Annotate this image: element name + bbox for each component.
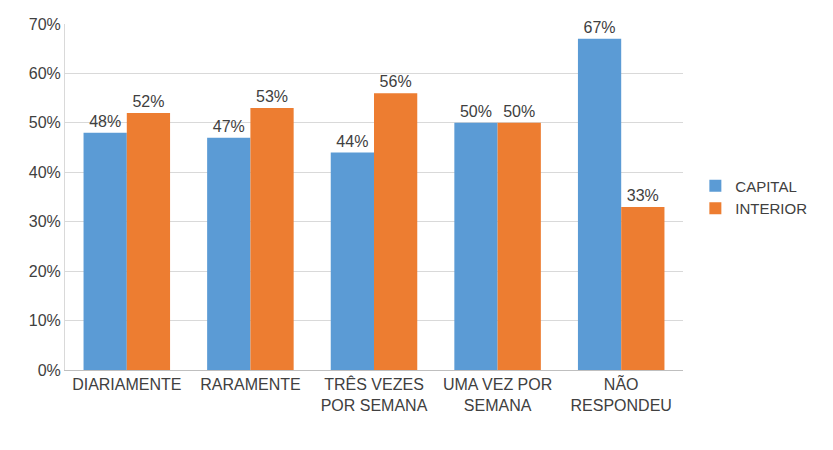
svg-text:52%: 52% — [132, 93, 164, 110]
svg-text:RARAMENTE: RARAMENTE — [200, 376, 300, 393]
svg-text:INTERIOR: INTERIOR — [735, 200, 807, 217]
svg-text:56%: 56% — [380, 73, 412, 90]
svg-text:60%: 60% — [29, 65, 61, 82]
svg-text:CAPITAL: CAPITAL — [735, 178, 796, 195]
svg-text:50%: 50% — [503, 103, 535, 120]
svg-text:0%: 0% — [38, 362, 61, 379]
svg-text:20%: 20% — [29, 263, 61, 280]
svg-text:UMA VEZ PORSEMANA: UMA VEZ PORSEMANA — [443, 376, 552, 414]
svg-text:48%: 48% — [89, 113, 121, 130]
svg-text:TRÊS VEZESPOR SEMANA: TRÊS VEZESPOR SEMANA — [321, 375, 428, 414]
svg-text:70%: 70% — [29, 16, 61, 33]
svg-text:40%: 40% — [29, 164, 61, 181]
svg-text:44%: 44% — [336, 133, 368, 150]
svg-text:DIARIAMENTE: DIARIAMENTE — [72, 376, 181, 393]
svg-text:NÃORESPONDEU: NÃORESPONDEU — [571, 374, 672, 414]
svg-text:30%: 30% — [29, 213, 61, 230]
svg-text:50%: 50% — [29, 114, 61, 131]
svg-text:47%: 47% — [213, 118, 245, 135]
svg-text:67%: 67% — [584, 19, 616, 36]
svg-text:33%: 33% — [627, 187, 659, 204]
svg-text:50%: 50% — [460, 103, 492, 120]
svg-text:53%: 53% — [256, 88, 288, 105]
svg-text:10%: 10% — [29, 312, 61, 329]
